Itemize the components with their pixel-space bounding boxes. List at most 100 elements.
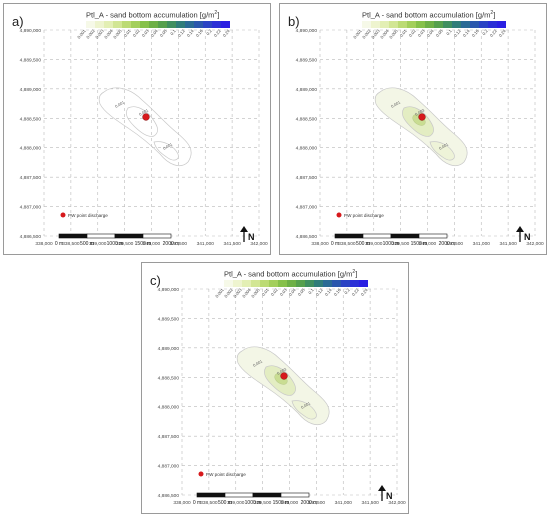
colorbar-swatch bbox=[407, 21, 416, 28]
colorbar-tick-label: 0.1 bbox=[445, 28, 453, 36]
x-tick-label: 340,000 bbox=[143, 241, 161, 247]
map-title: Ptl_A - sand bottom accumulation [g/m2] bbox=[224, 269, 357, 279]
y-tick-label: 4,889,500 bbox=[296, 57, 318, 63]
colorbar-swatch bbox=[242, 280, 251, 287]
map-panel-b: 4,890,000 4,889,500 4,889,000 4,888,500 4,88… bbox=[279, 3, 547, 255]
plume-contours: 0.001 0.003 0.001 bbox=[374, 87, 468, 166]
x-tick-label: 341,000 bbox=[197, 241, 215, 247]
discharge-point-marker bbox=[280, 372, 288, 380]
x-tick-label: 339,000 bbox=[365, 241, 383, 247]
y-tick-label: 4,887,500 bbox=[296, 175, 318, 181]
scale-bar-segment bbox=[114, 233, 144, 239]
north-arrow-icon: N bbox=[378, 485, 393, 501]
scale-bar-label: 1500 m bbox=[411, 241, 428, 247]
colorbar-swatch bbox=[341, 280, 350, 287]
colorbar-tick-label: 0.005 bbox=[112, 28, 123, 40]
contour-value-label: 0.001 bbox=[300, 400, 312, 410]
discharge-legend-marker bbox=[336, 212, 342, 218]
y-tick-label: 4,890,000 bbox=[20, 28, 42, 34]
plume-inner-contour bbox=[126, 106, 158, 137]
colorbar-swatch bbox=[416, 21, 425, 28]
colorbar-swatch bbox=[305, 280, 314, 287]
y-tick-label: 4,888,500 bbox=[296, 116, 318, 122]
colorbar-swatch bbox=[443, 21, 452, 28]
colorbar-tick-label: 0.24 bbox=[498, 28, 508, 38]
colorbar-tick-label: 0.002 bbox=[361, 28, 372, 40]
map-title-superscript: 2 bbox=[214, 10, 218, 16]
colorbar-swatch bbox=[140, 21, 149, 28]
colorbar-swatch bbox=[461, 21, 470, 28]
colorbar-swatch bbox=[470, 21, 479, 28]
colorbar-swatch bbox=[389, 21, 398, 28]
colorbar-tick-label: 0.004 bbox=[241, 287, 252, 299]
colorbar-tick-label: 0.02 bbox=[132, 28, 142, 38]
scale-bar-segment bbox=[142, 233, 172, 239]
colorbar-swatch bbox=[278, 280, 287, 287]
scale-bar-segment bbox=[58, 233, 88, 239]
y-tick-label: 4,887,000 bbox=[158, 464, 180, 470]
y-tick-label: 4,888,000 bbox=[296, 146, 318, 152]
map-panel-c: 4,890,000 4,889,500 4,889,000 4,888,500 4,88… bbox=[141, 262, 409, 514]
discharge-point-marker bbox=[418, 113, 426, 121]
colorbar-tick-label: 0.005 bbox=[250, 287, 261, 299]
scale-bar-segment bbox=[334, 233, 364, 239]
map-canvas-a: 4,890,000 4,889,500 4,889,000 4,888,500 4,88… bbox=[20, 21, 268, 247]
panel-label: c) bbox=[150, 273, 161, 288]
y-tick-label: 4,888,000 bbox=[20, 146, 42, 152]
discharge-legend-label: PW point discharge bbox=[206, 472, 246, 477]
colorbar-tick-label: 0.005 bbox=[388, 28, 399, 40]
scale-bar-label: 1500 m bbox=[273, 500, 290, 506]
colorbar-swatch bbox=[479, 21, 488, 28]
colorbar-tick-label: 0.004 bbox=[379, 28, 390, 40]
y-tick-label: 4,889,000 bbox=[20, 87, 42, 93]
discharge-legend-label: PW point discharge bbox=[68, 213, 108, 218]
scale-bar-label: 0 m bbox=[331, 241, 339, 247]
colorbar-tick-label: 0.003 bbox=[232, 287, 243, 299]
colorbar-swatch bbox=[398, 21, 407, 28]
map-title-text: Ptl_A - sand bottom accumulation [g/m bbox=[362, 10, 491, 20]
colorbar-tick-label: 0.05 bbox=[435, 28, 445, 38]
plume-contours: 0.001 0.003 0.001 bbox=[236, 346, 330, 425]
x-tick-label: 339,500 bbox=[392, 241, 410, 247]
scale-bar-segment bbox=[252, 492, 282, 498]
y-tick-label: 4,887,500 bbox=[158, 434, 180, 440]
map-title-superscript: 2 bbox=[352, 269, 356, 275]
colorbar-tick-label: 0.14 bbox=[462, 28, 472, 38]
colorbar-swatch bbox=[362, 21, 371, 28]
colorbar-swatch bbox=[224, 280, 233, 287]
contour-value-label: 0.003 bbox=[276, 366, 288, 376]
colorbar-tick-label: 0.16 bbox=[471, 28, 481, 38]
colorbar-tick-label: 0.12 bbox=[177, 28, 187, 38]
north-arrow-head bbox=[240, 226, 248, 232]
colorbar-swatch bbox=[371, 21, 380, 28]
colorbar-tick-label: 0.004 bbox=[103, 28, 114, 40]
colorbar-swatch bbox=[497, 21, 506, 28]
colorbar-tick-label: 0.12 bbox=[453, 28, 463, 38]
y-tick-label: 4,889,500 bbox=[158, 316, 180, 322]
colorbar-swatch bbox=[167, 21, 176, 28]
plume-contours: 0.001 0.001 0.001 bbox=[98, 87, 192, 166]
colorbar-tick-label: 0.003 bbox=[370, 28, 381, 40]
colorbar-swatch bbox=[158, 21, 167, 28]
colorbar-tick-label: 0.03 bbox=[279, 287, 289, 297]
colorbar-tick-label: 0.16 bbox=[333, 287, 343, 297]
colorbar-tick-label: 0.24 bbox=[360, 287, 370, 297]
colorbar-tick-label: 0.02 bbox=[270, 287, 280, 297]
scale-bar-label: 500 m bbox=[356, 241, 370, 247]
colorbar-tick-label: 0.1 bbox=[169, 28, 177, 36]
x-tick-label: 339,000 bbox=[227, 500, 245, 506]
colorbar-swatch bbox=[251, 280, 260, 287]
map-title: Ptl_A - sand bottom accumulation [g/m2] bbox=[86, 10, 219, 20]
scale-bar-label: 1000 m bbox=[107, 241, 124, 247]
x-tick-label: 341,500 bbox=[223, 241, 241, 247]
panel-label: a) bbox=[12, 14, 24, 29]
colorbar-tick-label: 0.2 bbox=[205, 28, 213, 36]
grid-lines bbox=[43, 29, 260, 237]
colorbar-swatch bbox=[233, 280, 242, 287]
colorbar-swatch bbox=[269, 280, 278, 287]
contour-value-label: 0.001 bbox=[114, 99, 126, 109]
colorbar-swatch bbox=[122, 21, 131, 28]
y-tick-label: 4,890,000 bbox=[158, 287, 180, 293]
y-tick-label: 4,888,500 bbox=[158, 375, 180, 381]
